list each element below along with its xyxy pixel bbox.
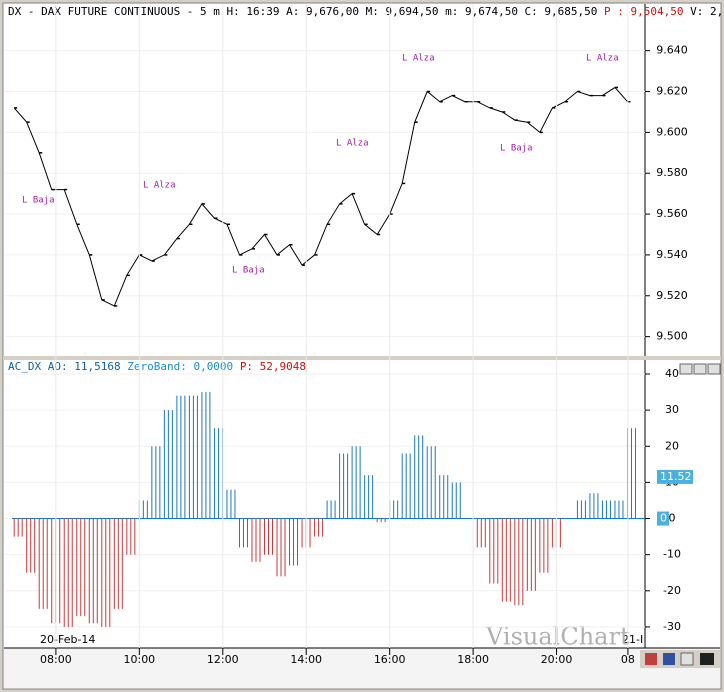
pin-icon[interactable] — [680, 652, 694, 666]
y-tick-label: 0 — [669, 512, 676, 525]
x-tick-label: 16:00 — [374, 653, 406, 666]
y-tick-label: 9.540 — [656, 248, 688, 261]
close-button[interactable] — [707, 363, 721, 375]
close-icon[interactable] — [700, 653, 714, 665]
y-tick-label: 9.560 — [656, 207, 688, 220]
header-part: ZeroBand: 0,0000 — [127, 360, 240, 373]
save-icon[interactable] — [663, 653, 675, 665]
signal-label: L Baja — [232, 266, 265, 276]
signal-label: L Alza — [336, 139, 369, 149]
signal-label: L Baja — [22, 196, 55, 206]
zero-box — [657, 511, 669, 526]
y-tick-label: 9.520 — [656, 289, 688, 302]
y-tick-label: -20 — [663, 584, 681, 597]
signal-label: L Alza — [143, 181, 176, 191]
x-tick-label: 10:00 — [123, 653, 155, 666]
y-tick-label: 40 — [665, 367, 679, 380]
header-part: P : 9,504,50 — [604, 5, 683, 18]
x-tick-label: 20:00 — [541, 653, 573, 666]
tool-icon[interactable] — [645, 653, 657, 665]
y-tick-label: 9.500 — [656, 330, 688, 343]
price-header: DX - DAX FUTURE CONTINUOUS - 5 m H: 16:3… — [8, 5, 724, 18]
minimize-button[interactable] — [679, 363, 693, 375]
y-tick-label: 9.600 — [656, 125, 688, 138]
zero-label: 0 — [660, 512, 667, 525]
ao-header: AC_DX AO: 11,5168 ZeroBand: 0,0000 P: 52… — [8, 360, 306, 373]
header-part: P: 52,9048 — [240, 360, 306, 373]
y-tick-label: 30 — [665, 403, 679, 416]
y-tick-label: -10 — [663, 548, 681, 561]
y-tick-label: 20 — [665, 439, 679, 452]
y-tick-label: 9.620 — [656, 85, 688, 98]
x-tick-label: 08 — [621, 653, 635, 666]
header-part: V: 2,252 — [684, 5, 724, 18]
header-part: AC_DX AO: 11,5168 — [8, 360, 127, 373]
date-label: 20-Feb-14 — [40, 633, 95, 646]
y-tick-label: 9.640 — [656, 44, 688, 57]
x-tick-label: 18:00 — [457, 653, 489, 666]
signal-label: L Alza — [586, 54, 619, 64]
end-label: 21-I — [622, 633, 643, 646]
signal-label: L Baja — [500, 144, 533, 154]
current-label: 11.52 — [660, 470, 692, 483]
x-tick-label: 08:00 — [40, 653, 72, 666]
current-box — [657, 469, 693, 484]
x-tick-label: 12:00 — [207, 653, 239, 666]
time-axis-bg — [4, 648, 720, 688]
signal-label: L Alza — [402, 54, 435, 64]
x-tick-label: 14:00 — [290, 653, 322, 666]
price-line — [13, 86, 628, 307]
panel-splitter — [3, 356, 721, 360]
maximize-button[interactable] — [693, 363, 707, 375]
y-tick-label: 9.580 — [656, 166, 688, 179]
y-tick-label: -30 — [663, 620, 681, 633]
